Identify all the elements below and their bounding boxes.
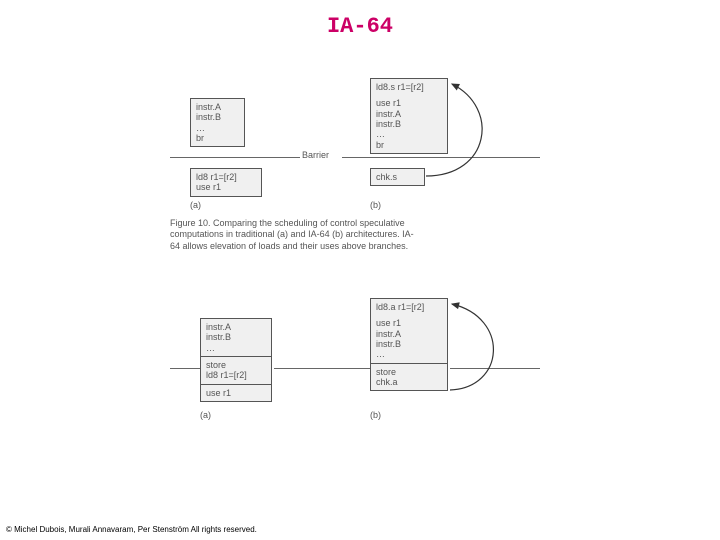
caption-line: 64 allows elevation of loads and their u…: [170, 241, 408, 251]
page-title: IA-64: [0, 14, 720, 39]
bottom-arrow: [170, 278, 550, 438]
copyright-footer: © Michel Dubois, Murali Annavaram, Per S…: [6, 525, 257, 534]
caption-line: computations in traditional (a) and IA-6…: [170, 229, 414, 239]
diagram-canvas: instr.A instr.B … br ld8 r1=[r2] use r1 …: [170, 78, 550, 508]
figure-caption: Figure 10. Comparing the scheduling of c…: [170, 218, 530, 252]
caption-line: Figure 10. Comparing the scheduling of c…: [170, 218, 405, 228]
top-arrow: [170, 78, 550, 218]
